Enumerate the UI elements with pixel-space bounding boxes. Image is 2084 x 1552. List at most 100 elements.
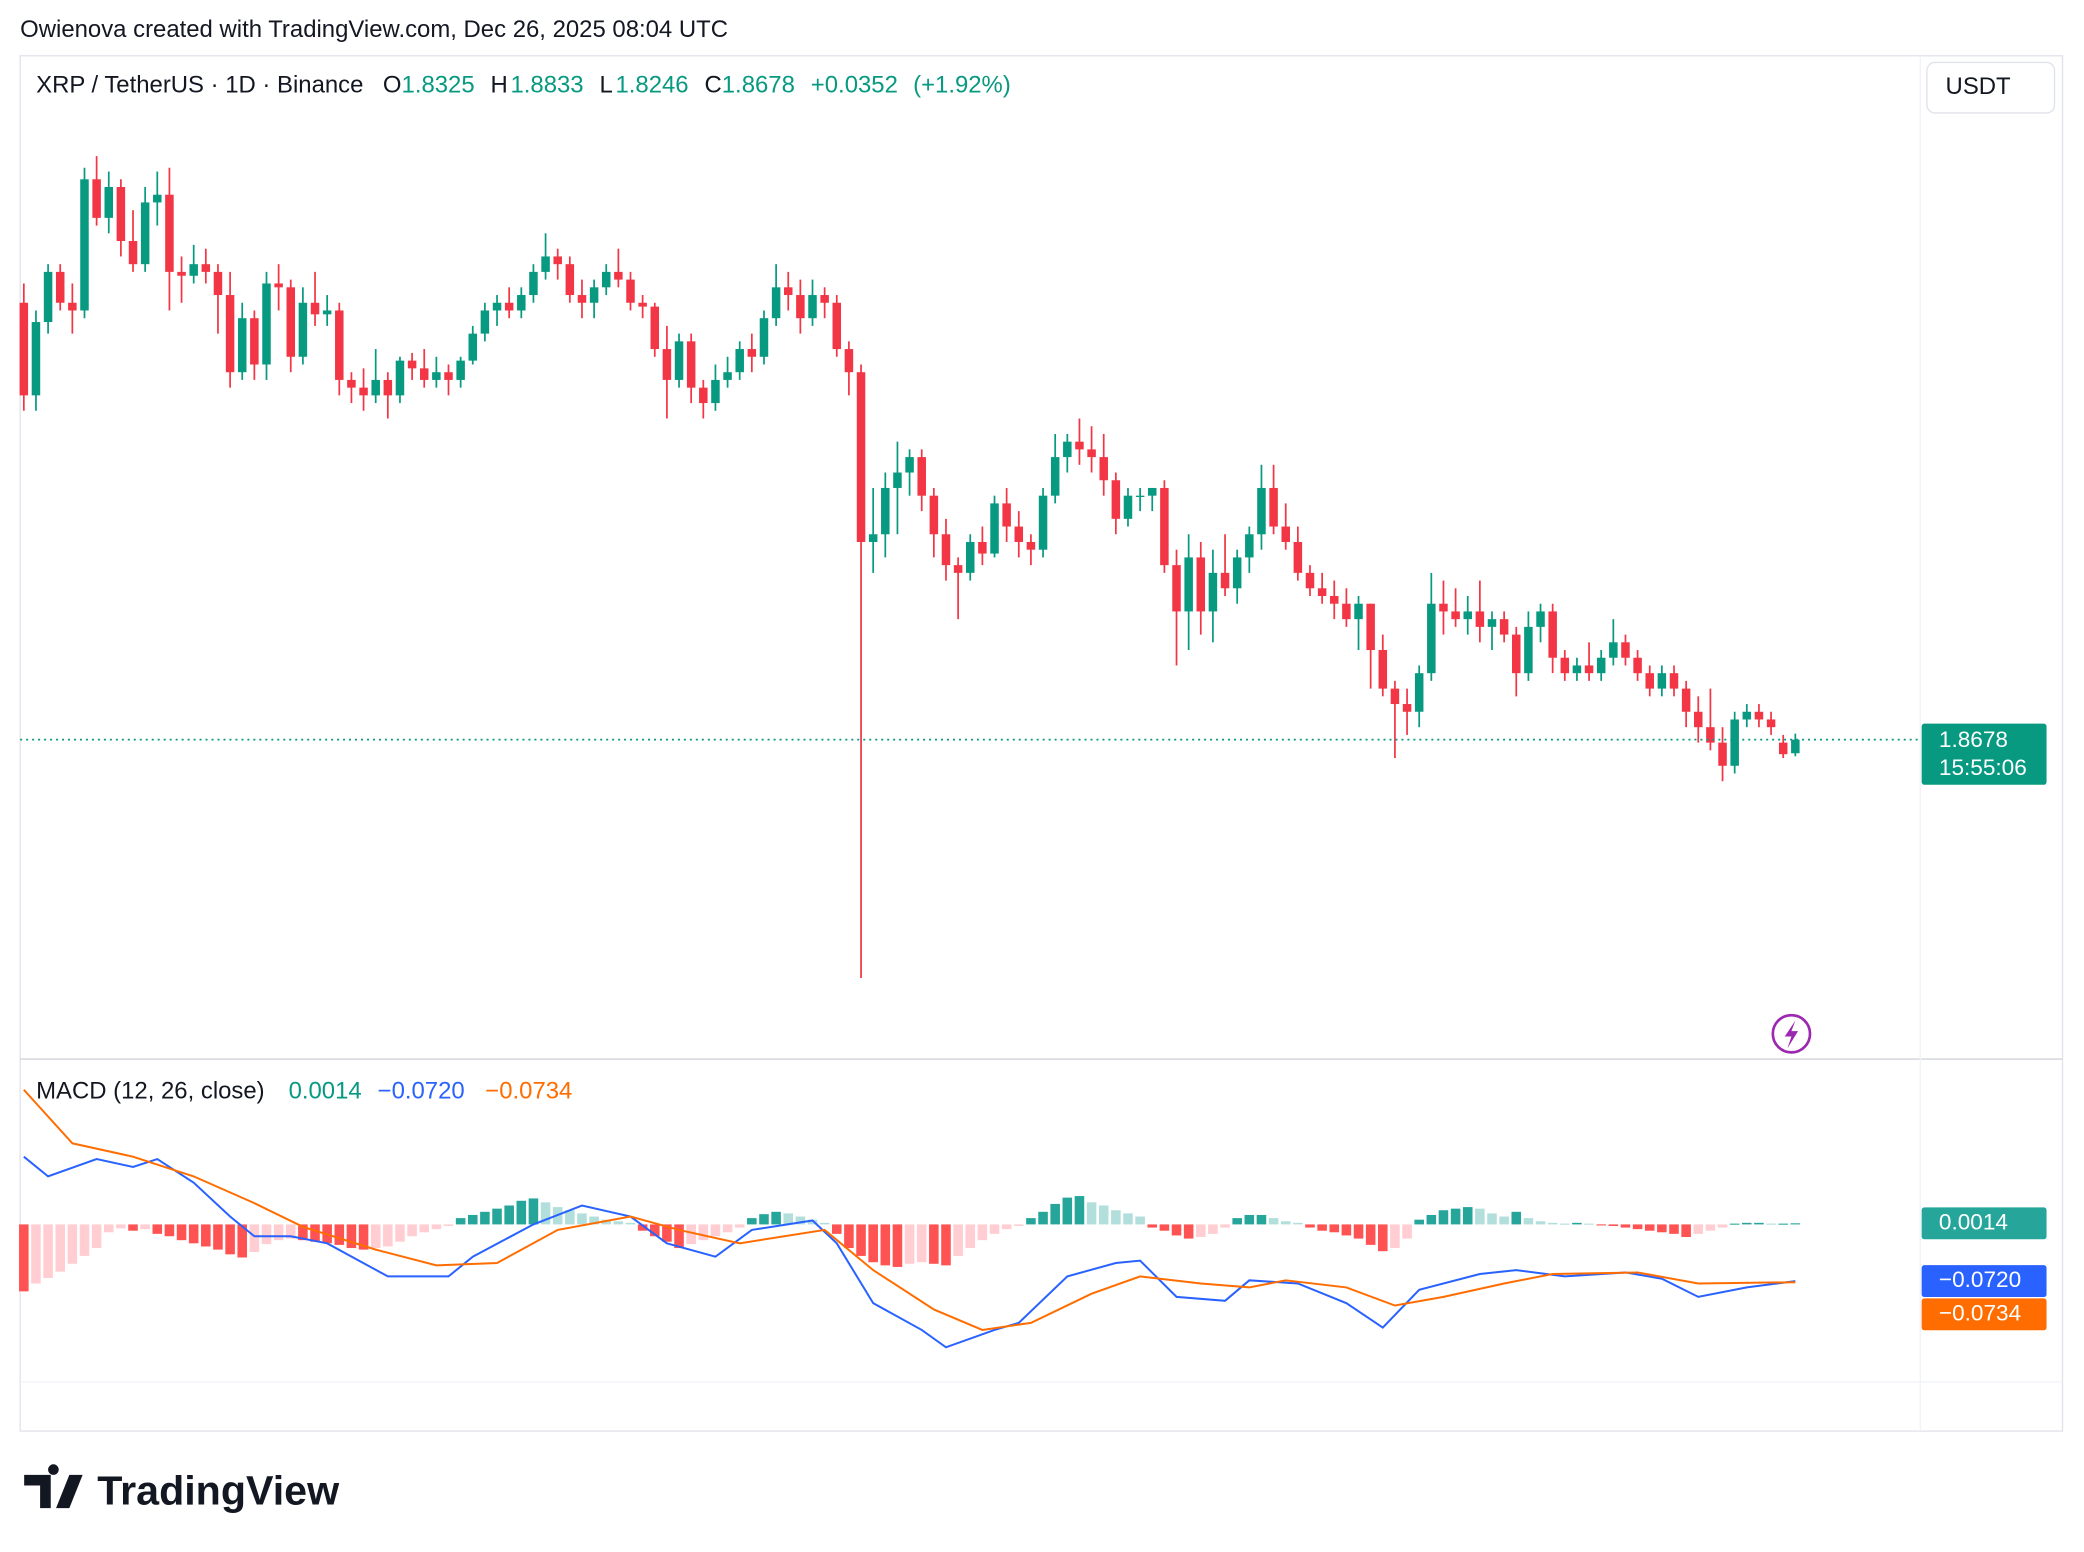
macd-histogram-bar [1475,1208,1485,1225]
close-value: 1.8678 [722,72,795,99]
macd-line-value: −0.0734 [1939,1300,2021,1325]
candle-body [1232,557,1242,589]
ohlc-letter: O [383,72,402,99]
candle-body [881,487,890,535]
candle-body [456,360,465,380]
macd-histogram-bar [747,1218,757,1225]
macd-histogram-bar [1657,1224,1667,1233]
macd-histogram-bar [1426,1214,1437,1225]
candle-body [1087,449,1096,458]
candle-body [250,318,259,365]
macd-histogram-bar [1644,1224,1655,1231]
macd-hist-legend: 0.0014 [289,1078,362,1105]
candle-body [553,256,562,265]
macd-histogram-bar [91,1224,102,1249]
macd-histogram-bar [1196,1224,1206,1238]
macd-histogram-bar [1001,1224,1012,1230]
candle-body [407,360,417,369]
macd-histogram-bar [237,1224,248,1258]
macd-histogram-bar [455,1218,466,1225]
currency-button[interactable]: USDT [1926,61,2056,114]
candle-body [1572,665,1582,674]
low-value: 1.8246 [615,72,688,99]
macd-histogram-bar [759,1214,769,1225]
candle-body [189,264,198,276]
macd-histogram-bar [783,1213,794,1225]
candle-body [1742,711,1752,720]
candle-body [19,302,29,396]
macd-histogram-bar [892,1224,903,1267]
macd-histogram-bar [1669,1224,1679,1234]
macd-histogram-bar [1414,1219,1424,1225]
candle-body [1123,495,1133,519]
alert-bolt[interactable] [1784,1020,1799,1049]
macd-histogram-bar [1159,1224,1170,1231]
candle-body [929,495,939,535]
alert-button[interactable] [1771,1013,1812,1054]
macd-histogram-bar [1729,1223,1740,1225]
currency-button-frame[interactable] [1926,61,2056,114]
candle-body [213,271,223,296]
candle-body [990,503,999,554]
candle-body [1099,457,1108,481]
macd-line-value: −0.0720 [1939,1267,2021,1292]
macd-histogram-bar [1596,1224,1606,1226]
candle-body [1220,572,1230,589]
macd-histogram-bar [929,1224,939,1264]
macd-histogram-bar [1038,1211,1048,1225]
macd-histogram-bar [662,1224,672,1242]
candle-body [1512,634,1521,674]
macd-line [23,1155,1796,1349]
candle-body [1002,503,1011,527]
candle-body [1657,673,1667,689]
candle-body [1766,719,1776,728]
candle-body [262,283,271,365]
macd-histogram-bar [698,1224,709,1241]
candle-body [844,349,854,373]
candle-body [1560,657,1570,674]
candle-body [965,541,975,573]
candle-body [723,372,732,380]
macd-histogram-bar [953,1224,963,1256]
candle-body [614,271,623,280]
macd-histogram-bar [734,1224,745,1228]
ohlc-letter: C [704,72,721,99]
ohlc-letter: H [491,72,508,99]
candle-body [286,287,296,357]
macd-histogram-bar [1098,1205,1109,1225]
macd-histogram-bar [989,1224,1000,1234]
macd-histogram-bar [1632,1224,1643,1230]
macd-histogram-bar [1766,1223,1776,1225]
candle-body [1730,719,1739,766]
candle-body [1281,526,1290,542]
macd-histogram-bar [1050,1203,1060,1225]
candle-body [1184,557,1193,612]
macd-histogram-bar [965,1224,976,1249]
brand: TradingView [97,1467,340,1513]
currency[interactable]: USDT [1946,73,2011,100]
candle-body [177,271,186,276]
macd-histogram-bar [188,1224,199,1244]
macd-histogram-bar [1450,1208,1461,1225]
badges: 1.8678 15:55:06 0.0014 −0.0720 −0.0734 [1921,723,2047,1331]
macd-histogram-bar [795,1216,806,1225]
candle-body [1135,495,1145,498]
candle-body [1330,596,1339,604]
candle-body [1778,742,1788,755]
macd-histogram-bar [225,1224,235,1255]
candle-body [128,241,138,265]
candle-body [1681,688,1691,712]
candle-body [832,302,842,350]
macd-histogram-bar [807,1219,818,1225]
candle-body [1354,603,1363,620]
candle-body [953,565,963,573]
symbol: XRP / TetherUS · 1D · Binance [36,72,363,99]
macd-line [23,1089,1796,1331]
candle-body [856,372,866,542]
macd-histogram-bar [1511,1211,1522,1225]
macd-histogram-bar [79,1224,90,1256]
candle-body [1645,673,1654,689]
candle-body [565,264,575,296]
macd-histogram-bar [1705,1224,1716,1231]
